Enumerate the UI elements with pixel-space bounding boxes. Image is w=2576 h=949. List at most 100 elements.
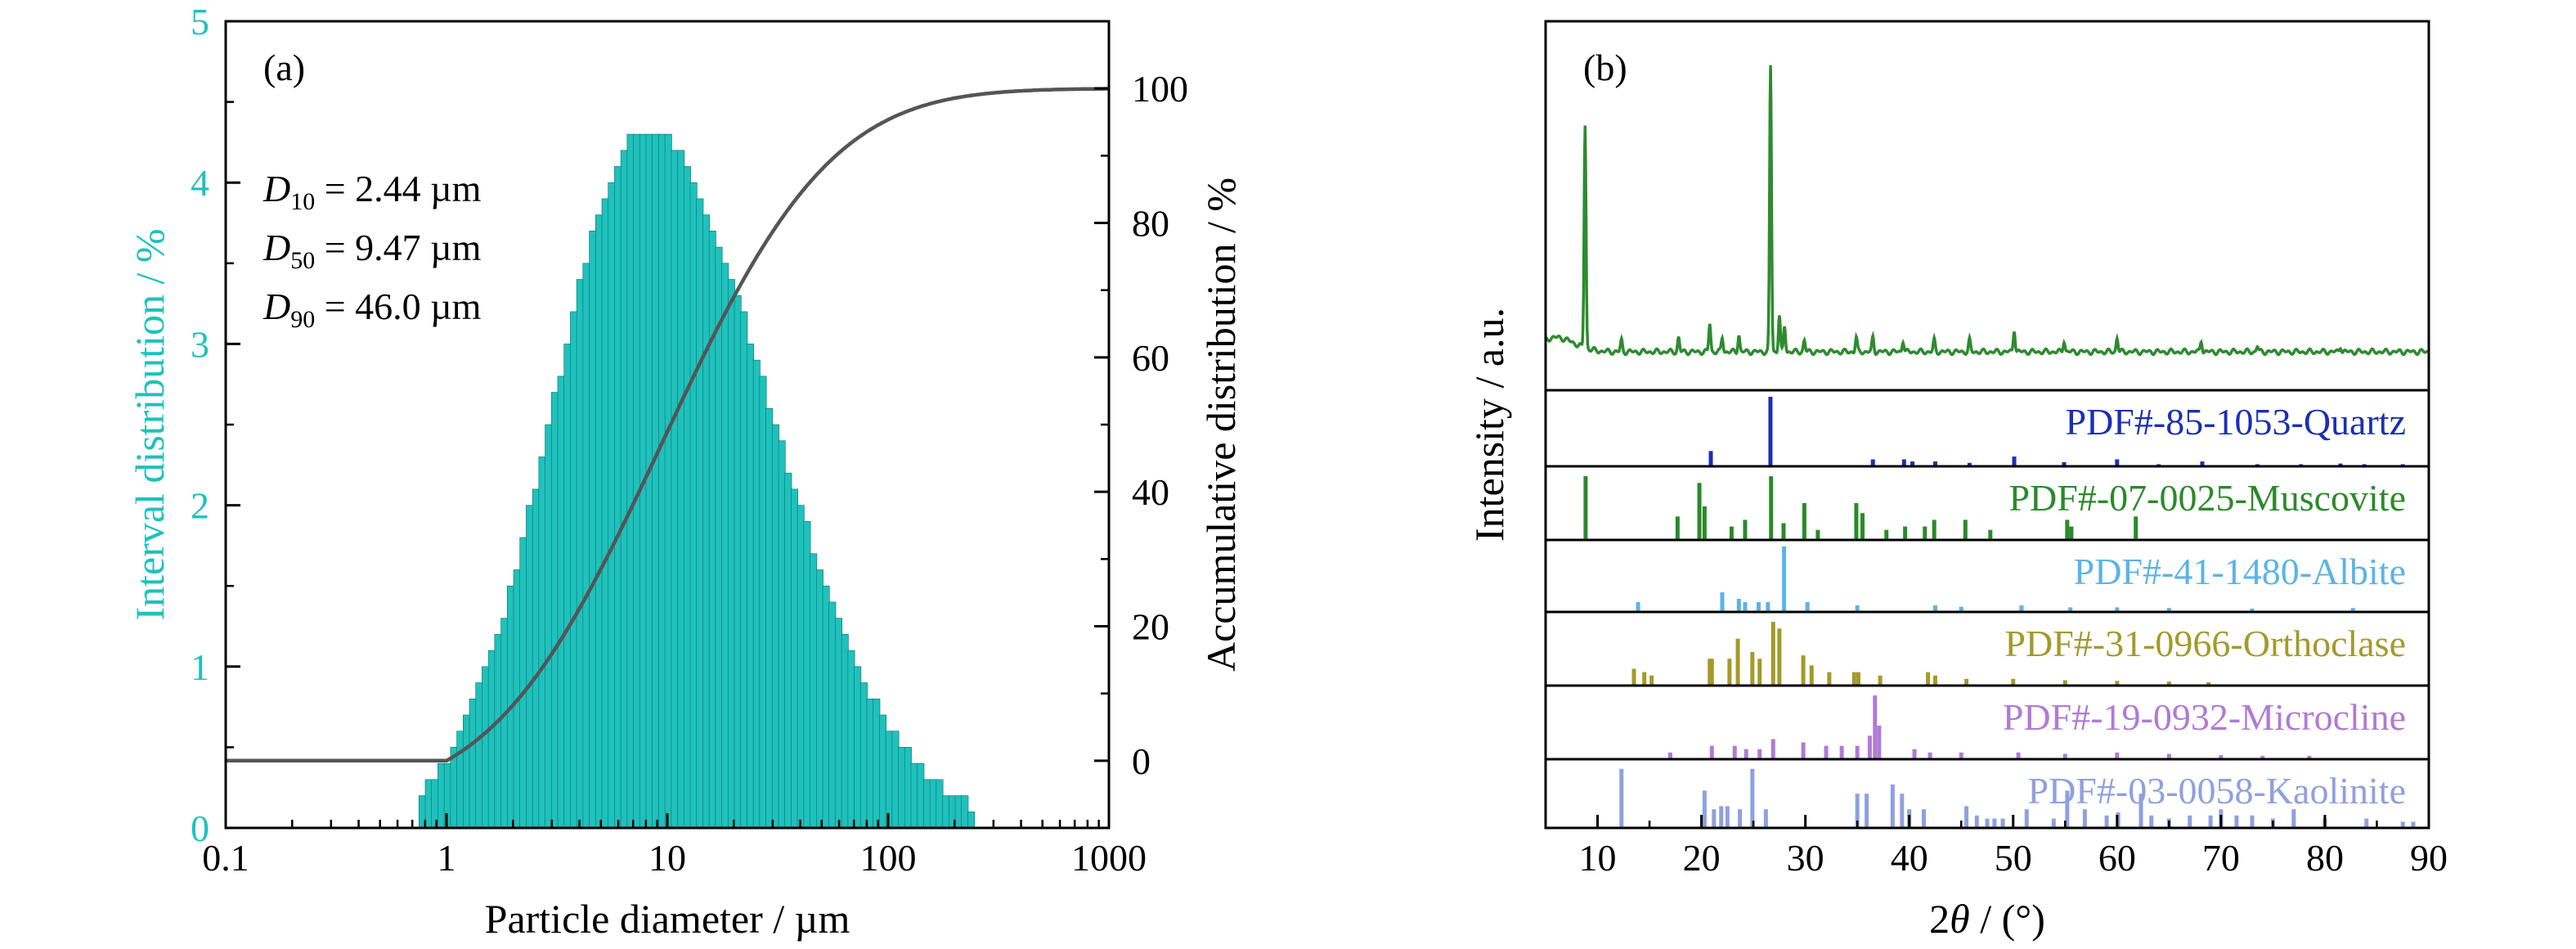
reference-peak	[2200, 461, 2205, 466]
reference-peak	[1738, 809, 1743, 828]
reference-peak	[2338, 463, 2343, 466]
reference-peak	[2012, 457, 2017, 466]
accumulative-distribution-curve	[226, 87, 1109, 763]
interval-bar	[526, 505, 534, 829]
reference-peak	[1750, 652, 1755, 686]
d-value-text: = 9.47 µm	[315, 227, 481, 268]
reference-peak	[1801, 742, 1806, 759]
reference-peak	[2019, 605, 2024, 612]
d-subscript: 50	[290, 247, 315, 274]
reference-peak	[1928, 752, 1932, 759]
reference-peak	[2364, 818, 2369, 828]
reference-peak	[1757, 749, 1762, 759]
interval-bar	[538, 457, 546, 829]
reference-peak	[1932, 605, 1937, 612]
reference-peak	[1854, 502, 1859, 540]
reference-peak	[1964, 806, 1969, 828]
interval-bar	[532, 488, 540, 829]
reference-peak	[1667, 752, 1672, 759]
reference-peak	[1890, 784, 1895, 828]
reference-peak	[2011, 678, 2016, 686]
interval-bar	[797, 505, 805, 829]
d-value-annotation: D90 = 46.0 µm	[263, 286, 482, 333]
theta-italic: θ	[1950, 896, 1970, 942]
interval-bar	[702, 214, 711, 829]
panel-a-left-y-axis-title: Interval distribution / %	[127, 228, 173, 620]
reference-peak	[2082, 809, 2087, 828]
d-value-annotation: D10 = 2.44 µm	[263, 168, 482, 215]
interval-bar	[601, 198, 609, 829]
reference-peak	[2115, 459, 2120, 466]
reference-peak	[1719, 806, 1724, 828]
interval-bar	[438, 762, 446, 829]
reference-peak	[1963, 519, 1968, 540]
reference-peak	[1964, 678, 1969, 686]
interval-bar	[815, 569, 824, 829]
reference-peak	[1870, 459, 1875, 466]
interval-bar	[475, 682, 483, 829]
reference-peak	[2115, 752, 2120, 759]
reference-peak	[2024, 809, 2029, 828]
reference-peak	[2234, 815, 2239, 828]
reference-peak	[1910, 461, 1915, 466]
measured-xrd-pattern	[1545, 65, 2430, 357]
reference-peak	[2065, 790, 2070, 828]
reference-peak	[1855, 605, 1860, 612]
reference-peak	[1709, 745, 1714, 759]
reference-peak	[2115, 681, 2120, 686]
x-tick-label: 1000	[1071, 837, 1147, 879]
reference-peak	[2062, 753, 2067, 759]
reference-peak	[1631, 668, 1636, 686]
reference-peak	[2115, 607, 2120, 612]
reference-peak	[2400, 821, 2405, 828]
interval-bar	[595, 214, 603, 829]
reference-peak	[1856, 672, 1860, 686]
d-symbol: D	[263, 168, 290, 209]
reference-patterns: PDF#-85-1053-Quartz PDF#-07-0025-Muscovit…	[1546, 389, 2429, 828]
reference-peak	[1802, 502, 1806, 540]
interval-bar	[891, 731, 900, 829]
y-tick-label: 2	[191, 485, 209, 527]
reference-peak	[1988, 529, 1993, 540]
interval-bar	[759, 376, 767, 829]
x-tick-label: 30	[1787, 837, 1824, 879]
y-tick-label: 3	[191, 323, 209, 365]
interval-bar	[879, 714, 887, 829]
interval-bar	[910, 762, 918, 829]
reference-peak	[2062, 680, 2067, 686]
reference-peak	[2307, 755, 2312, 759]
interval-bar	[696, 198, 704, 829]
interval-bar	[550, 392, 559, 829]
interval-bar	[456, 731, 464, 829]
reference-peak	[2000, 818, 2005, 828]
interval-bar	[765, 407, 774, 829]
interval-bar	[721, 263, 729, 829]
d-value-text: = 46.0 µm	[315, 286, 481, 327]
reference-peak	[2206, 681, 2211, 686]
interval-bar	[967, 811, 976, 829]
interval-bar	[708, 231, 716, 829]
reference-peak	[1985, 818, 1990, 828]
reference-peak	[1732, 745, 1737, 759]
reference-peak	[1923, 526, 1928, 540]
reference-peak	[1926, 672, 1931, 686]
reference-peak	[1757, 659, 1762, 686]
x-tick-label: 10	[648, 837, 686, 879]
x-tick-label: 50	[1995, 837, 2032, 879]
y2-tick-label: 0	[1132, 740, 1151, 782]
interval-bar	[917, 762, 925, 829]
x-tick-label: 40	[1891, 837, 1928, 879]
reference-peak	[2250, 815, 2255, 828]
interval-bar	[936, 779, 944, 829]
interval-bar	[942, 795, 950, 829]
panel-b-plot-frame	[1544, 20, 2430, 830]
reference-peak	[1824, 745, 1829, 759]
reference-peak	[1636, 602, 1640, 612]
x-tick-label: 90	[2410, 837, 2448, 879]
reference-peak	[1744, 749, 1748, 759]
interval-bar	[923, 779, 931, 829]
reference-peak	[1932, 519, 1936, 540]
reference-peak	[1809, 665, 1814, 686]
reference-label: PDF#-41-1480-Albite	[2074, 551, 2406, 592]
d-subscript: 10	[290, 188, 315, 215]
